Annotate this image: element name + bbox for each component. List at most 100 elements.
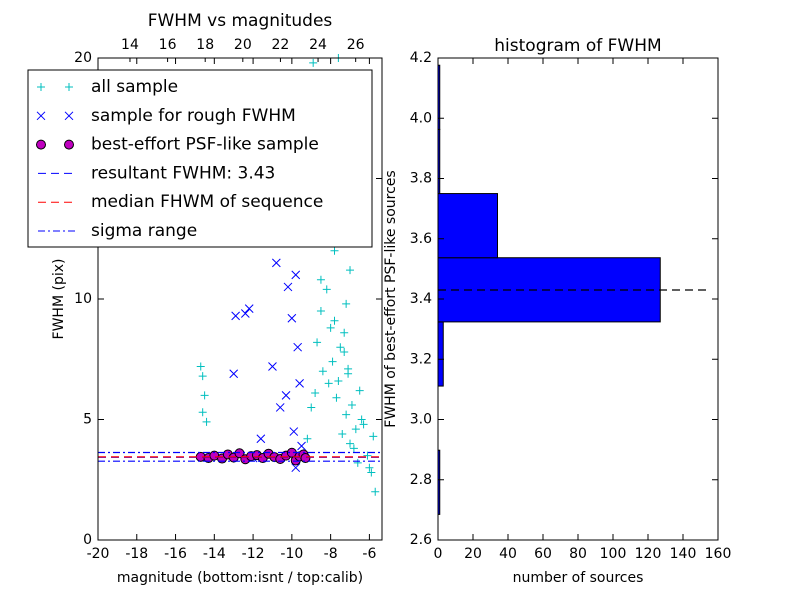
x-marker bbox=[244, 304, 254, 313]
plus-marker bbox=[336, 343, 345, 352]
plus-marker bbox=[330, 316, 339, 325]
plus-marker bbox=[322, 285, 331, 294]
x-marker bbox=[283, 282, 293, 292]
plus-marker bbox=[316, 275, 325, 284]
chart-title: FWHM vs magnitudes bbox=[148, 11, 333, 31]
x-marker bbox=[240, 309, 250, 318]
plus-marker bbox=[347, 401, 356, 410]
legend-box bbox=[27, 69, 373, 248]
plus-marker bbox=[353, 458, 362, 467]
y-axis-label: FWHM (pix) bbox=[51, 259, 67, 340]
x-marker bbox=[281, 391, 291, 400]
y-tick-label: 2.6 bbox=[410, 532, 432, 548]
x-tick-label: -18 bbox=[125, 546, 148, 562]
x-tick-label: 0 bbox=[434, 546, 443, 562]
plus-marker bbox=[198, 372, 207, 381]
x-marker bbox=[293, 342, 303, 352]
x2-tick-label: 26 bbox=[347, 37, 365, 53]
y-tick-label: 3.2 bbox=[410, 351, 432, 367]
x2-tick-label: 18 bbox=[196, 37, 214, 53]
x-tick-label: 160 bbox=[705, 546, 732, 562]
x-tick-label: -10 bbox=[280, 546, 303, 562]
legend: all sample sample for rough FWHM best-effo… bbox=[27, 69, 373, 248]
bar bbox=[437, 321, 444, 387]
x-marker bbox=[36, 111, 46, 121]
plus-marker bbox=[332, 393, 341, 402]
plus-marker bbox=[303, 434, 312, 443]
x-marker bbox=[268, 362, 277, 371]
x-marker bbox=[295, 378, 304, 388]
plus-marker bbox=[338, 429, 347, 438]
plus-marker bbox=[351, 425, 360, 434]
plus-marker bbox=[371, 487, 380, 496]
x-tick-label: -16 bbox=[164, 546, 187, 562]
x-tick-label: 100 bbox=[600, 546, 627, 562]
y-tick-label: 0 bbox=[83, 532, 92, 548]
plus-marker bbox=[342, 410, 351, 419]
plus-marker bbox=[357, 415, 366, 424]
y-axis-label: FWHM of best-effort PSF-like sources bbox=[383, 170, 399, 427]
x-tick-label: 120 bbox=[635, 546, 662, 562]
x-marker bbox=[231, 311, 240, 321]
x-marker bbox=[289, 427, 299, 436]
plus-marker bbox=[346, 266, 355, 275]
legend-label: sigma range bbox=[91, 221, 197, 241]
x-tick-label: 60 bbox=[534, 546, 552, 562]
x-tick-label: -20 bbox=[87, 546, 110, 562]
x-marker bbox=[291, 270, 301, 280]
y-tick-label: 3.4 bbox=[410, 291, 432, 307]
legend-label: all sample bbox=[91, 77, 178, 97]
plus-marker bbox=[334, 376, 343, 385]
plus-marker bbox=[363, 451, 372, 460]
x-marker bbox=[287, 313, 297, 323]
y-tick-label: 2.8 bbox=[410, 472, 432, 488]
x-marker bbox=[297, 441, 306, 451]
chart-title: histogram of FWHM bbox=[494, 36, 661, 56]
y-tick-label: 3.8 bbox=[410, 171, 432, 187]
x-tick-label: -14 bbox=[203, 546, 226, 562]
x2-tick-label: 22 bbox=[272, 37, 290, 53]
y-tick-label: 10 bbox=[74, 291, 92, 307]
plus-marker bbox=[202, 417, 211, 426]
x-tick-label: -8 bbox=[324, 546, 338, 562]
legend-label: resultant FWHM: 3.43 bbox=[91, 163, 275, 183]
plus-marker bbox=[349, 444, 358, 453]
plus-marker bbox=[369, 432, 378, 441]
bar bbox=[437, 193, 498, 259]
x2-tick-label: 20 bbox=[234, 37, 252, 53]
x-tick-label: 40 bbox=[499, 546, 517, 562]
x-axis-label: number of sources bbox=[513, 570, 644, 586]
plus-marker bbox=[196, 362, 205, 371]
x-marker bbox=[64, 111, 74, 121]
y-tick-label: 20 bbox=[74, 50, 92, 66]
x-marker bbox=[271, 258, 281, 268]
x-tick-label: 20 bbox=[464, 546, 482, 562]
x-marker bbox=[256, 434, 266, 444]
legend-label: median FHWM of sequence bbox=[91, 192, 323, 212]
plus-marker bbox=[65, 83, 73, 91]
x-marker bbox=[275, 403, 285, 412]
circle-marker bbox=[300, 453, 311, 464]
plus-marker bbox=[309, 58, 318, 67]
y-tick-label: 3.6 bbox=[410, 231, 432, 247]
plus-marker bbox=[344, 364, 353, 373]
legend-label: best-effort PSF-like sample bbox=[91, 135, 319, 155]
plus-marker bbox=[355, 386, 364, 395]
legend-label: sample for rough FWHM bbox=[91, 106, 296, 126]
x2-tick-label: 24 bbox=[309, 37, 327, 53]
y-tick-label: 4.0 bbox=[410, 110, 432, 126]
x-marker bbox=[229, 369, 239, 379]
x2-tick-label: 16 bbox=[159, 37, 177, 53]
y-tick-label: 4.2 bbox=[410, 50, 432, 66]
plus-marker bbox=[318, 367, 327, 376]
plus-marker bbox=[367, 468, 376, 477]
y-tick-label: 3.0 bbox=[410, 412, 432, 428]
x-tick-label: 140 bbox=[670, 546, 697, 562]
x-axis-label: magnitude (bottom:isnt / top:calib) bbox=[117, 570, 363, 586]
x-tick-label: -12 bbox=[242, 546, 265, 562]
circle-marker bbox=[234, 448, 245, 459]
plus-marker bbox=[340, 328, 349, 337]
y-tick-label: 5 bbox=[83, 412, 92, 428]
circle-marker bbox=[64, 139, 74, 150]
